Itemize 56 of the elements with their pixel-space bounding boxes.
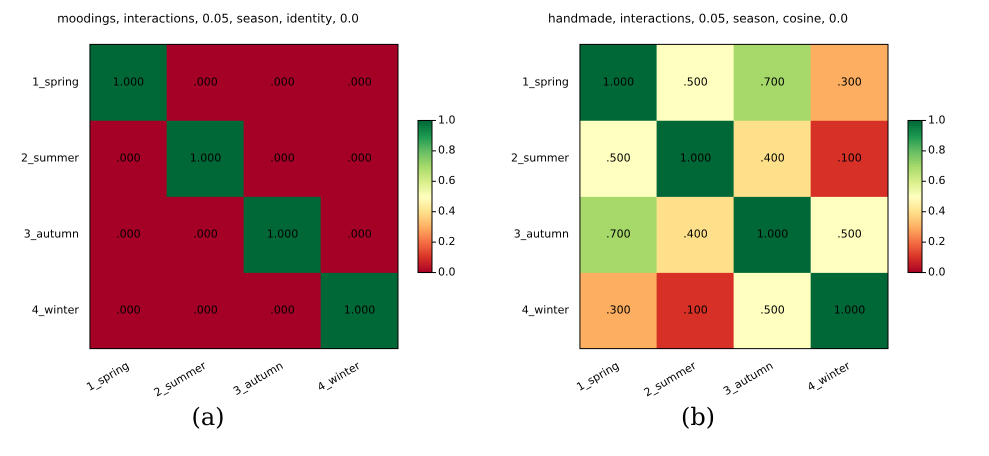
color-bar-label: 0.2 <box>438 234 456 248</box>
color-bar-label: 0.0 <box>438 265 456 278</box>
y-tick-label: 2_summer <box>511 151 570 164</box>
data-label: .500 <box>606 151 631 164</box>
data-label: .000 <box>347 151 372 164</box>
data-label: 1.000 <box>266 227 298 240</box>
color-bar-label: 0.8 <box>928 144 946 157</box>
data-label: 1.000 <box>756 227 788 240</box>
data-label: 1.000 <box>190 151 222 164</box>
data-label: .000 <box>193 227 218 240</box>
color-bar-label: 1.0 <box>438 113 456 126</box>
chart-title: moodings, interactions, 0.05, season, identity, 0.0 <box>57 11 359 26</box>
data-label: .000 <box>116 303 141 316</box>
data-label: .000 <box>270 151 295 164</box>
y-tick-label: 4_winter <box>522 303 570 316</box>
color-bar-label: 0.4 <box>438 204 456 218</box>
data-label: .300 <box>606 303 631 316</box>
data-label: 1.000 <box>602 75 634 88</box>
color-bar-label: 0.2 <box>928 234 946 248</box>
data-label: .300 <box>837 75 862 88</box>
y-tick-label: 2_summer <box>21 151 80 164</box>
data-label: 1.000 <box>834 303 866 316</box>
text: (a) <box>190 403 226 431</box>
color-bar-label: 0.6 <box>438 174 456 188</box>
data-label: 1.000 <box>112 75 144 88</box>
data-label: .000 <box>116 151 141 164</box>
data-label: .000 <box>193 75 218 88</box>
y-tick-label: 1_spring <box>32 75 79 88</box>
color-bar-label: 0.8 <box>438 144 456 157</box>
y-tick-label: 3_autumn <box>514 227 569 240</box>
text: (b) <box>680 403 716 431</box>
color-bar-label: 0.6 <box>928 174 946 188</box>
data-label: .400 <box>683 227 708 240</box>
y-tick-label: 4_winter <box>32 303 80 316</box>
color-bar-label: 0.4 <box>928 204 946 218</box>
data-label: .000 <box>193 303 218 316</box>
color-bar-label: 0.0 <box>928 265 946 278</box>
data-label: .100 <box>837 151 862 164</box>
data-label: .000 <box>270 75 295 88</box>
data-label: .100 <box>683 303 708 316</box>
data-label: .000 <box>347 75 372 88</box>
data-label: .700 <box>760 75 785 88</box>
data-label: .000 <box>347 227 372 240</box>
data-label: .000 <box>270 303 295 316</box>
data-label: .700 <box>606 227 631 240</box>
data-label: .000 <box>116 227 141 240</box>
data-label: .500 <box>837 227 862 240</box>
chart-title: handmade, interactions, 0.05, season, cosine, 0.0 <box>548 11 848 26</box>
color-bar-label: 1.0 <box>928 113 946 126</box>
y-tick-label: 1_spring <box>522 75 569 88</box>
data-label: 1.000 <box>344 303 376 316</box>
data-label: .500 <box>683 75 708 88</box>
data-label: 1.000 <box>680 151 712 164</box>
data-label: .400 <box>760 151 785 164</box>
data-label: .500 <box>760 303 785 316</box>
y-tick-label: 3_autumn <box>24 227 79 240</box>
